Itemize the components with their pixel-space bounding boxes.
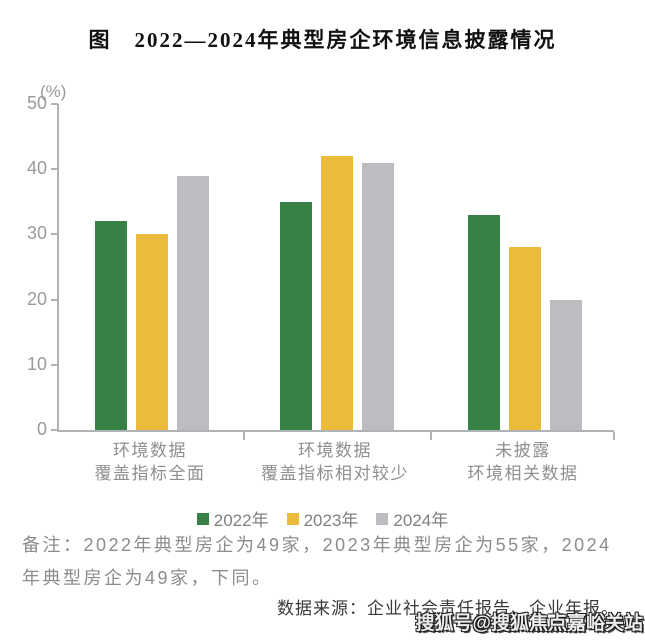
legend-item-2023年: 2023年 <box>286 506 359 531</box>
x-axis-label-group1: 环境数据覆盖指标全面 <box>95 440 206 486</box>
y-axis-tick <box>51 168 58 171</box>
x-axis-tick <box>613 432 615 440</box>
y-axis-tick-label: 30 <box>26 223 47 244</box>
legend-marker-icon <box>376 512 389 525</box>
x-axis-category-labels: 环境数据 覆盖指标全面 环境数据 覆盖指标相对较少 未披露 环境相关数据 <box>57 440 612 486</box>
x-axis-label-line: 未披露 <box>495 441 551 460</box>
legend: 2022年 2023年 2024年 <box>0 506 645 531</box>
y-axis-tick-label: 20 <box>26 288 47 309</box>
legend-label: 2024年 <box>393 511 449 530</box>
x-axis-tick <box>430 432 432 440</box>
y-axis-tick-label: 40 <box>26 158 47 179</box>
x-axis-label-line: 环境相关数据 <box>467 463 579 483</box>
y-axis-tick-label: 0 <box>36 419 47 439</box>
x-axis-label-line: 环境数据 <box>113 441 187 460</box>
bar-2023年-group3 <box>509 247 541 430</box>
bar-2022年-group1 <box>95 221 127 430</box>
y-axis-tick <box>51 298 58 301</box>
legend-marker-icon <box>286 512 299 525</box>
y-axis-tick <box>51 363 58 366</box>
bar-2023年-group2 <box>321 156 353 430</box>
y-axis-tick <box>51 103 58 105</box>
note-text: 备注：2022年典型房企为49家，2023年典型房企为55家，2024年典型房企… <box>22 535 612 589</box>
x-axis-label-group3: 未披露 环境相关数据 <box>468 440 579 486</box>
legend-label: 2022年 <box>213 511 269 530</box>
y-axis-tick <box>51 429 58 431</box>
legend-item-2024年: 2024年 <box>376 506 448 531</box>
bar-2024年-group1 <box>177 175 209 430</box>
legend-label: 2023年 <box>303 511 359 530</box>
bar-2022年-group3 <box>468 214 500 430</box>
legend-item-2022年: 2022年 <box>196 506 269 531</box>
legend-marker-icon <box>196 512 209 525</box>
y-axis-tick-label: 50 <box>26 93 47 113</box>
watermark-text: 搜狐号@搜狐焦点嘉峪关站 <box>415 613 643 634</box>
x-axis-label-line: 覆盖指标相对较少 <box>261 463 409 483</box>
plot-area: 0 10 20 30 40 50 <box>27 93 615 440</box>
y-axis-tick-label: 10 <box>26 353 47 374</box>
bar-2022年-group2 <box>280 201 312 430</box>
x-axis-label-group2: 环境数据覆盖指标相对较少 <box>261 440 409 486</box>
bar-2024年-group3 <box>550 299 582 430</box>
chart-title: 图 2022—2024年典型房企环境信息披露情况 <box>88 28 557 52</box>
x-axis-label-line: 环境数据 <box>298 441 372 460</box>
x-axis-label-line: 覆盖指标全面 <box>94 463 206 483</box>
bar-2023年-group1 <box>136 234 168 430</box>
y-axis-unit-label: (%) <box>40 82 67 101</box>
bar-2024年-group2 <box>362 162 394 430</box>
y-axis-tick <box>51 233 58 236</box>
data-source-text: 数据来源：企业社会责任报告、企业年报。 <box>277 599 619 618</box>
x-axis-tick <box>243 432 245 440</box>
